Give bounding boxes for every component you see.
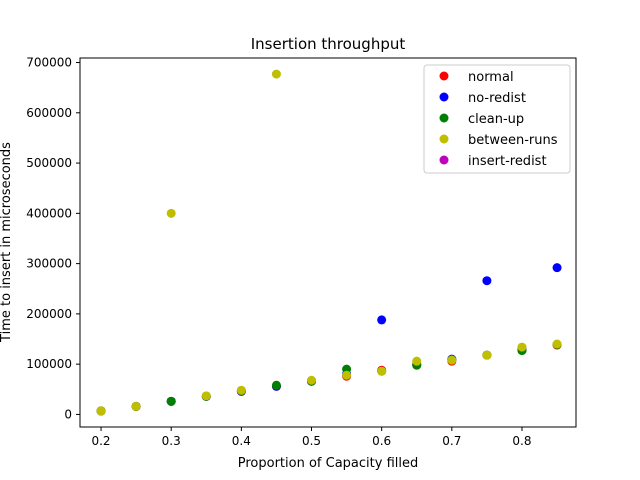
point-between-runs <box>166 208 176 218</box>
point-between-runs <box>236 385 246 395</box>
point-between-runs <box>96 406 106 416</box>
point-between-runs <box>377 366 387 376</box>
legend-label-between-runs: between-runs <box>468 133 558 148</box>
legend: normal no-redist clean-up between-runs inser… <box>423 64 571 174</box>
y-tick-label: 0 <box>64 407 72 421</box>
plot-frame <box>79 57 577 428</box>
y-tick-label: 300000 <box>26 257 72 271</box>
x-tick-label: 0.5 <box>302 434 321 448</box>
point-between-runs <box>552 339 562 349</box>
legend-marker-clean-up <box>439 113 449 123</box>
chart-title: Insertion throughput <box>251 35 406 53</box>
point-between-runs <box>342 370 352 380</box>
x-tick-label: 0.6 <box>372 434 391 448</box>
x-axis-ticks: 0.2 0.3 0.4 0.5 0.6 0.7 0.8 <box>91 427 532 448</box>
y-tick-label: 600000 <box>26 106 72 120</box>
point-clean-up <box>271 380 281 390</box>
x-axis-label: Proportion of Capacity filled <box>238 456 418 471</box>
y-tick-label: 200000 <box>26 307 72 321</box>
x-tick-label: 0.2 <box>91 434 110 448</box>
point-no-redist <box>552 263 562 273</box>
point-between-runs <box>412 356 422 366</box>
legend-marker-no-redist <box>439 92 449 102</box>
point-no-redist <box>377 315 387 325</box>
point-between-runs <box>517 342 527 352</box>
data-points <box>96 69 562 416</box>
point-between-runs <box>201 391 211 401</box>
y-tick-label: 700000 <box>26 56 72 70</box>
legend-label-no-redist: no-redist <box>468 91 526 106</box>
legend-label-normal: normal <box>468 70 514 85</box>
y-tick-label: 400000 <box>26 206 72 220</box>
legend-label-insert-redist: insert-redist <box>468 154 547 169</box>
y-tick-label: 500000 <box>26 156 72 170</box>
x-tick-label: 0.3 <box>162 434 181 448</box>
point-between-runs <box>307 375 317 385</box>
x-tick-label: 0.4 <box>232 434 251 448</box>
point-between-runs <box>131 401 141 411</box>
y-axis-label: Time to insert in microseconds <box>0 142 14 343</box>
legend-marker-between-runs <box>439 134 449 144</box>
legend-box <box>423 64 571 174</box>
y-axis-ticks: 0 100000 200000 300000 400000 500000 600000 700… <box>26 56 80 421</box>
point-between-runs <box>271 69 281 79</box>
point-between-runs <box>447 355 457 365</box>
legend-marker-insert-redist <box>439 155 449 165</box>
x-tick-label: 0.8 <box>512 434 531 448</box>
point-between-runs <box>482 350 492 360</box>
legend-label-clean-up: clean-up <box>468 112 524 127</box>
point-clean-up <box>166 396 176 406</box>
x-tick-label: 0.7 <box>442 434 461 448</box>
legend-marker-normal <box>439 71 449 81</box>
point-no-redist <box>482 276 492 286</box>
y-tick-label: 100000 <box>26 357 72 371</box>
